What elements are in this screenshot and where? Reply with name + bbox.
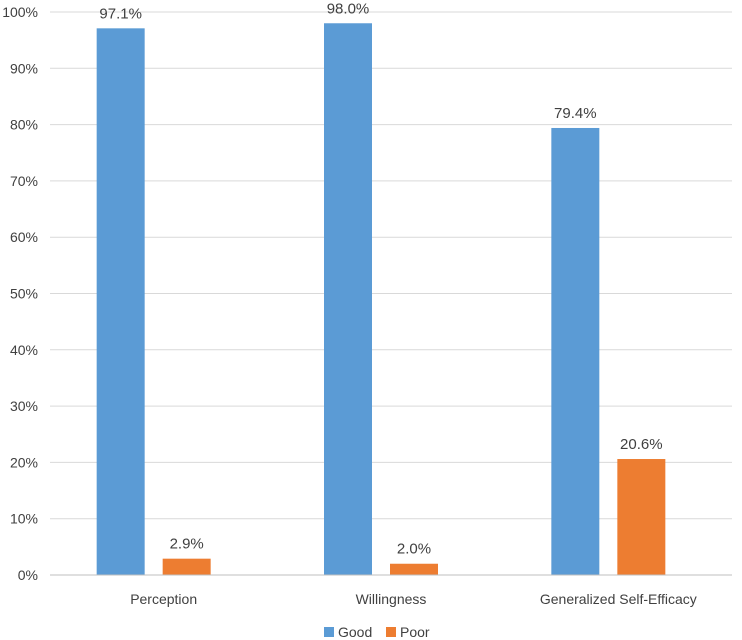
x-category-label: Generalized Self-Efficacy <box>540 591 697 607</box>
bar-good-1 <box>324 23 372 575</box>
data-label-good-2: 79.4% <box>554 105 597 122</box>
data-labels: 97.1% 2.9% 98.0% 2.0% 79.4% 20.6% <box>99 0 662 557</box>
legend-label-poor: Poor <box>400 624 430 640</box>
data-label-poor-2: 20.6% <box>620 436 663 453</box>
data-label-good-1: 98.0% <box>327 0 370 17</box>
data-label-poor-0: 2.9% <box>170 536 204 553</box>
y-tick-label: 30% <box>10 398 38 414</box>
y-tick-label: 40% <box>10 342 38 358</box>
bar-good-0 <box>96 28 145 575</box>
y-tick-label: 0% <box>18 567 38 583</box>
y-tick-label: 10% <box>10 511 38 527</box>
bars <box>96 23 666 575</box>
x-category-label: Willingness <box>356 591 427 607</box>
data-label-poor-1: 2.0% <box>397 541 431 558</box>
legend-swatch-poor <box>386 627 396 637</box>
gridlines <box>50 11 732 520</box>
bar-poor-0 <box>162 558 211 575</box>
y-tick-label: 100% <box>2 4 38 20</box>
bar-poor-2 <box>617 459 666 575</box>
y-tick-label: 70% <box>10 173 38 189</box>
bar-poor-1 <box>390 563 438 575</box>
x-axis-categories: Perception Willingness Generalized Self-Ef… <box>130 591 697 607</box>
y-tick-label: 20% <box>10 454 38 470</box>
y-axis-ticks: 0% 10% 20% 30% 40% 50% 60% 70% 80% 90% 100% <box>2 4 38 583</box>
legend-swatch-good <box>324 627 334 637</box>
data-label-good-0: 97.1% <box>99 5 142 22</box>
y-tick-label: 60% <box>10 229 38 245</box>
y-tick-label: 80% <box>10 117 38 133</box>
legend-label-good: Good <box>338 624 372 640</box>
legend: Good Poor <box>324 624 430 640</box>
x-category-label: Perception <box>130 591 197 607</box>
bar-good-2 <box>551 127 600 575</box>
y-tick-label: 50% <box>10 286 38 302</box>
y-tick-label: 90% <box>10 60 38 76</box>
